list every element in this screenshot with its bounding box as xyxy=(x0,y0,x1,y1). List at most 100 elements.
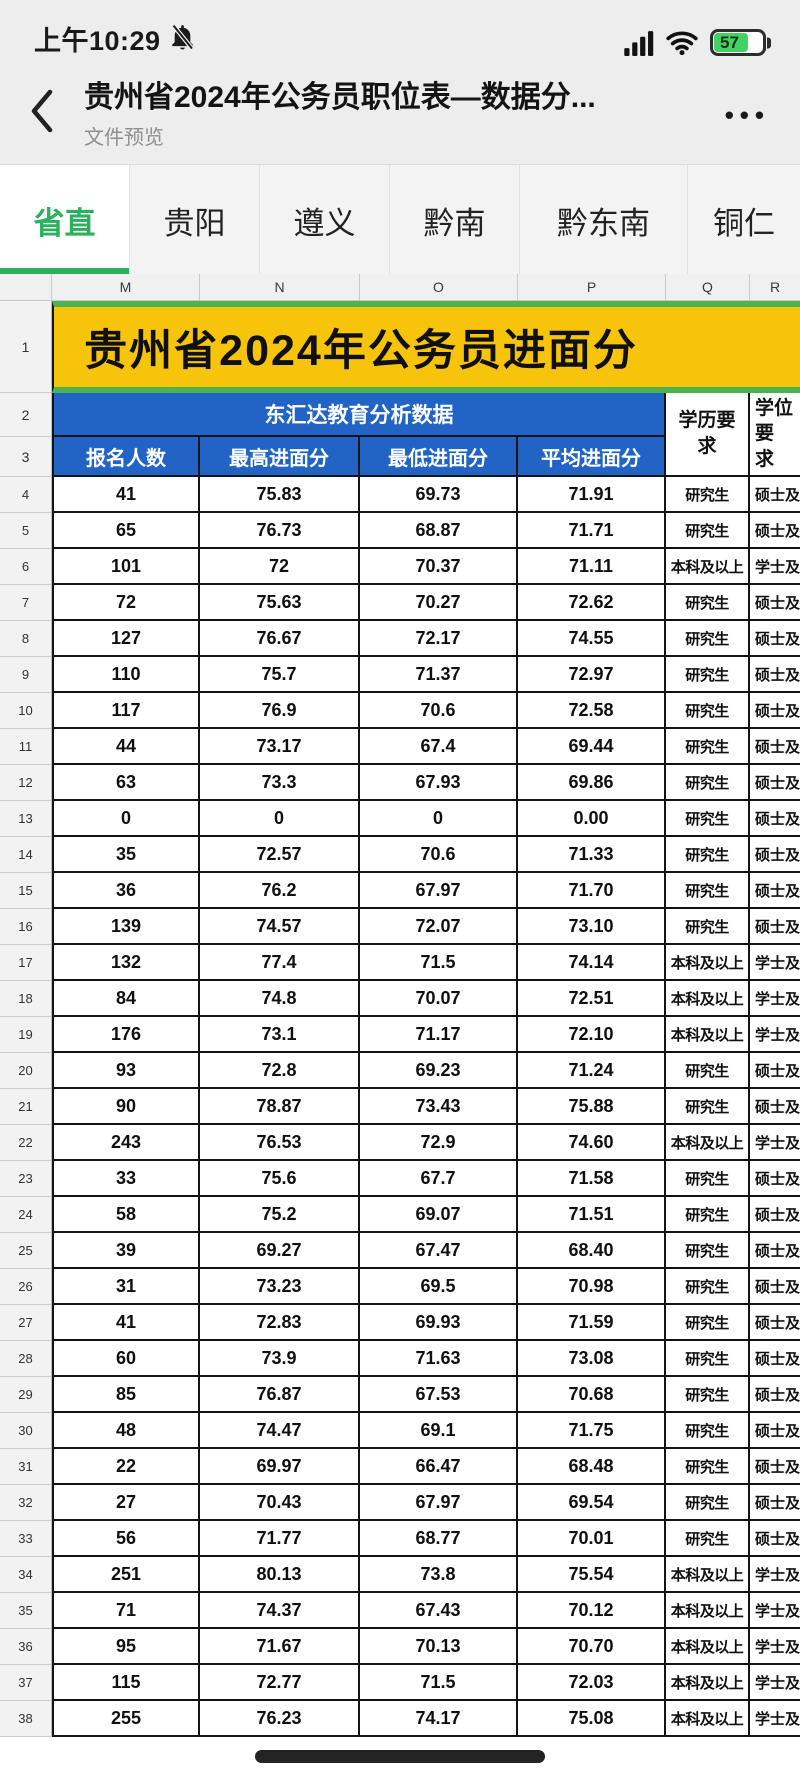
cell-max-score: 69.97 xyxy=(200,1449,360,1485)
cell-avg-score: 72.97 xyxy=(518,657,666,693)
row-number: 21 xyxy=(0,1089,52,1125)
column-letter-band: M N O P Q R xyxy=(0,274,800,301)
cell-applicants: 60 xyxy=(52,1341,200,1377)
cell-degree-req: 硕士及 xyxy=(750,477,800,513)
table-row: 34 251 80.13 73.8 75.54 本科及以上 学士及 xyxy=(0,1557,800,1593)
cell-max-score: 72 xyxy=(200,549,360,585)
row-number: 2 xyxy=(0,393,52,437)
cell-degree-req: 硕士及 xyxy=(750,1053,800,1089)
cell-avg-score: 74.55 xyxy=(518,621,666,657)
cell-max-score: 73.17 xyxy=(200,729,360,765)
cell-min-score: 70.27 xyxy=(360,585,518,621)
cell-min-score: 67.43 xyxy=(360,1593,518,1629)
cell-min-score: 71.5 xyxy=(360,1665,518,1701)
cell-avg-score: 71.11 xyxy=(518,549,666,585)
row-number: 4 xyxy=(0,477,52,513)
cell-degree-req: 硕士及 xyxy=(750,621,800,657)
cell-avg-score: 72.58 xyxy=(518,693,666,729)
sheet-tab[interactable]: 黔南 xyxy=(390,165,520,275)
cell-min-score: 74.17 xyxy=(360,1701,518,1737)
sheet-tab[interactable]: 遵义 xyxy=(260,165,390,275)
column-letter: R xyxy=(769,279,781,295)
cell-min-score: 71.17 xyxy=(360,1017,518,1053)
cell-min-score: 67.97 xyxy=(360,1485,518,1521)
back-button[interactable] xyxy=(26,86,60,136)
cell-avg-score: 68.48 xyxy=(518,1449,666,1485)
table-row: 17 132 77.4 71.5 74.14 本科及以上 学士及 xyxy=(0,945,800,981)
sheet-row-1: 1 贵州省2024年公务员进面分 xyxy=(0,301,800,393)
cell-applicants: 93 xyxy=(52,1053,200,1089)
cell-max-score: 76.67 xyxy=(200,621,360,657)
cell-degree-req: 硕士及 xyxy=(750,837,800,873)
row-number: 3 xyxy=(0,437,52,477)
column-letter: P xyxy=(518,274,666,300)
cell-min-score: 71.37 xyxy=(360,657,518,693)
chevron-left-icon xyxy=(31,89,53,133)
cell-degree-req: 硕士及 xyxy=(750,729,800,765)
cell-applicants: 132 xyxy=(52,945,200,981)
cell-max-score: 76.9 xyxy=(200,693,360,729)
notification-muted-bell-icon xyxy=(171,24,194,50)
sheet-tab-label: 贵阳 xyxy=(163,205,226,241)
cell-education-req: 研究生 xyxy=(666,765,750,801)
cell-max-score: 75.63 xyxy=(200,585,360,621)
cell-degree-req: 硕士及 xyxy=(750,1377,800,1413)
row-number: 35 xyxy=(0,1593,52,1629)
row-number: 15 xyxy=(0,873,52,909)
app-header: 贵州省2024年公务员职位表—数据分... 文件预览 ••• xyxy=(0,58,800,164)
cell-education-req: 本科及以上 xyxy=(666,1017,750,1053)
cell-min-score: 69.5 xyxy=(360,1269,518,1305)
sheet-tab[interactable]: 黔东南 xyxy=(520,165,688,275)
cell-education-req: 研究生 xyxy=(666,909,750,945)
table-row: 37 115 72.77 71.5 72.03 本科及以上 学士及 xyxy=(0,1665,800,1701)
battery-icon: 57 xyxy=(710,29,766,56)
cell-education-req: 研究生 xyxy=(666,1089,750,1125)
cell-degree-req: 硕士及 xyxy=(750,1161,800,1197)
table-row: 35 71 74.37 67.43 70.12 本科及以上 学士及 xyxy=(0,1593,800,1629)
cell-applicants: 41 xyxy=(52,1305,200,1341)
cell-degree-req: 硕士及 xyxy=(750,1341,800,1377)
cell-degree-req: 学士及 xyxy=(750,981,800,1017)
row-number: 33 xyxy=(0,1521,52,1557)
wifi-icon xyxy=(666,31,698,55)
cell-education-req: 研究生 xyxy=(666,1377,750,1413)
cell-education-req: 研究生 xyxy=(666,657,750,693)
table-row: 9 110 75.7 71.37 72.97 研究生 硕士及 xyxy=(0,657,800,693)
more-menu-button[interactable]: ••• xyxy=(724,99,770,130)
cell-degree-req: 硕士及 xyxy=(750,1233,800,1269)
table-row: 25 39 69.27 67.47 68.40 研究生 硕士及 xyxy=(0,1233,800,1269)
cell-education-req: 研究生 xyxy=(666,1161,750,1197)
sheet-tab[interactable]: 铜仁 xyxy=(688,165,800,275)
sheet-tab[interactable]: 省直 xyxy=(0,165,130,275)
cell-applicants: 176 xyxy=(52,1017,200,1053)
table-row: 19 176 73.1 71.17 72.10 本科及以上 学士及 xyxy=(0,1017,800,1053)
cell-applicants: 48 xyxy=(52,1413,200,1449)
sheet-title-text: 贵州省2024年公务员进面分 xyxy=(84,327,638,375)
table-row: 28 60 73.9 71.63 73.08 研究生 硕士及 xyxy=(0,1341,800,1377)
sheet-tab-bar: 省直 贵阳 遵义 黔南 黔东南 铜仁 xyxy=(0,164,800,275)
cell-avg-score: 72.51 xyxy=(518,981,666,1017)
cell-max-score: 72.77 xyxy=(200,1665,360,1701)
cell-min-score: 69.73 xyxy=(360,477,518,513)
cell-avg-score: 71.51 xyxy=(518,1197,666,1233)
home-indicator[interactable] xyxy=(255,1750,545,1763)
cell-max-score: 72.8 xyxy=(200,1053,360,1089)
table-row: 13 0 0 0 0.00 研究生 硕士及 xyxy=(0,801,800,837)
sheet-tab[interactable]: 贵阳 xyxy=(130,165,260,275)
row-number: 9 xyxy=(0,657,52,693)
table-row: 29 85 76.87 67.53 70.68 研究生 硕士及 xyxy=(0,1377,800,1413)
cell-education-req: 研究生 xyxy=(666,621,750,657)
cell-applicants: 63 xyxy=(52,765,200,801)
row-number: 11 xyxy=(0,729,52,765)
spreadsheet-viewport[interactable]: M N O P Q R 1 贵州省2024年公务员进面分 2 3 东汇达教育分析… xyxy=(0,274,800,1778)
cell-max-score: 75.6 xyxy=(200,1161,360,1197)
cell-avg-score: 74.14 xyxy=(518,945,666,981)
cell-avg-score: 71.59 xyxy=(518,1305,666,1341)
cell-applicants: 44 xyxy=(52,729,200,765)
cell-avg-score: 71.91 xyxy=(518,477,666,513)
cell-min-score: 67.97 xyxy=(360,873,518,909)
cell-min-score: 0 xyxy=(360,801,518,837)
cell-avg-score: 71.75 xyxy=(518,1413,666,1449)
cell-applicants: 251 xyxy=(52,1557,200,1593)
cell-applicants: 85 xyxy=(52,1377,200,1413)
